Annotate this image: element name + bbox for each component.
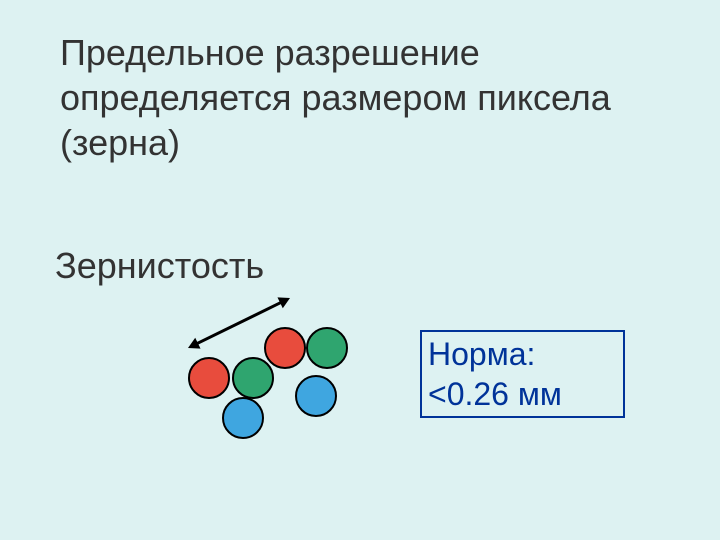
grain-circle-1 xyxy=(232,357,274,399)
norm-line2: <0.26 мм xyxy=(428,374,617,414)
norm-line1: Норма: xyxy=(428,334,617,374)
norm-box: Норма: <0.26 мм xyxy=(420,330,625,418)
heading-text: Предельное разрешение определяется разме… xyxy=(60,30,620,165)
subheading-text: Зернистость xyxy=(55,245,264,287)
grain-circle-5 xyxy=(295,375,337,417)
grain-circle-3 xyxy=(306,327,348,369)
grain-circle-4 xyxy=(222,397,264,439)
grain-circle-0 xyxy=(188,357,230,399)
double-arrow xyxy=(180,290,310,360)
